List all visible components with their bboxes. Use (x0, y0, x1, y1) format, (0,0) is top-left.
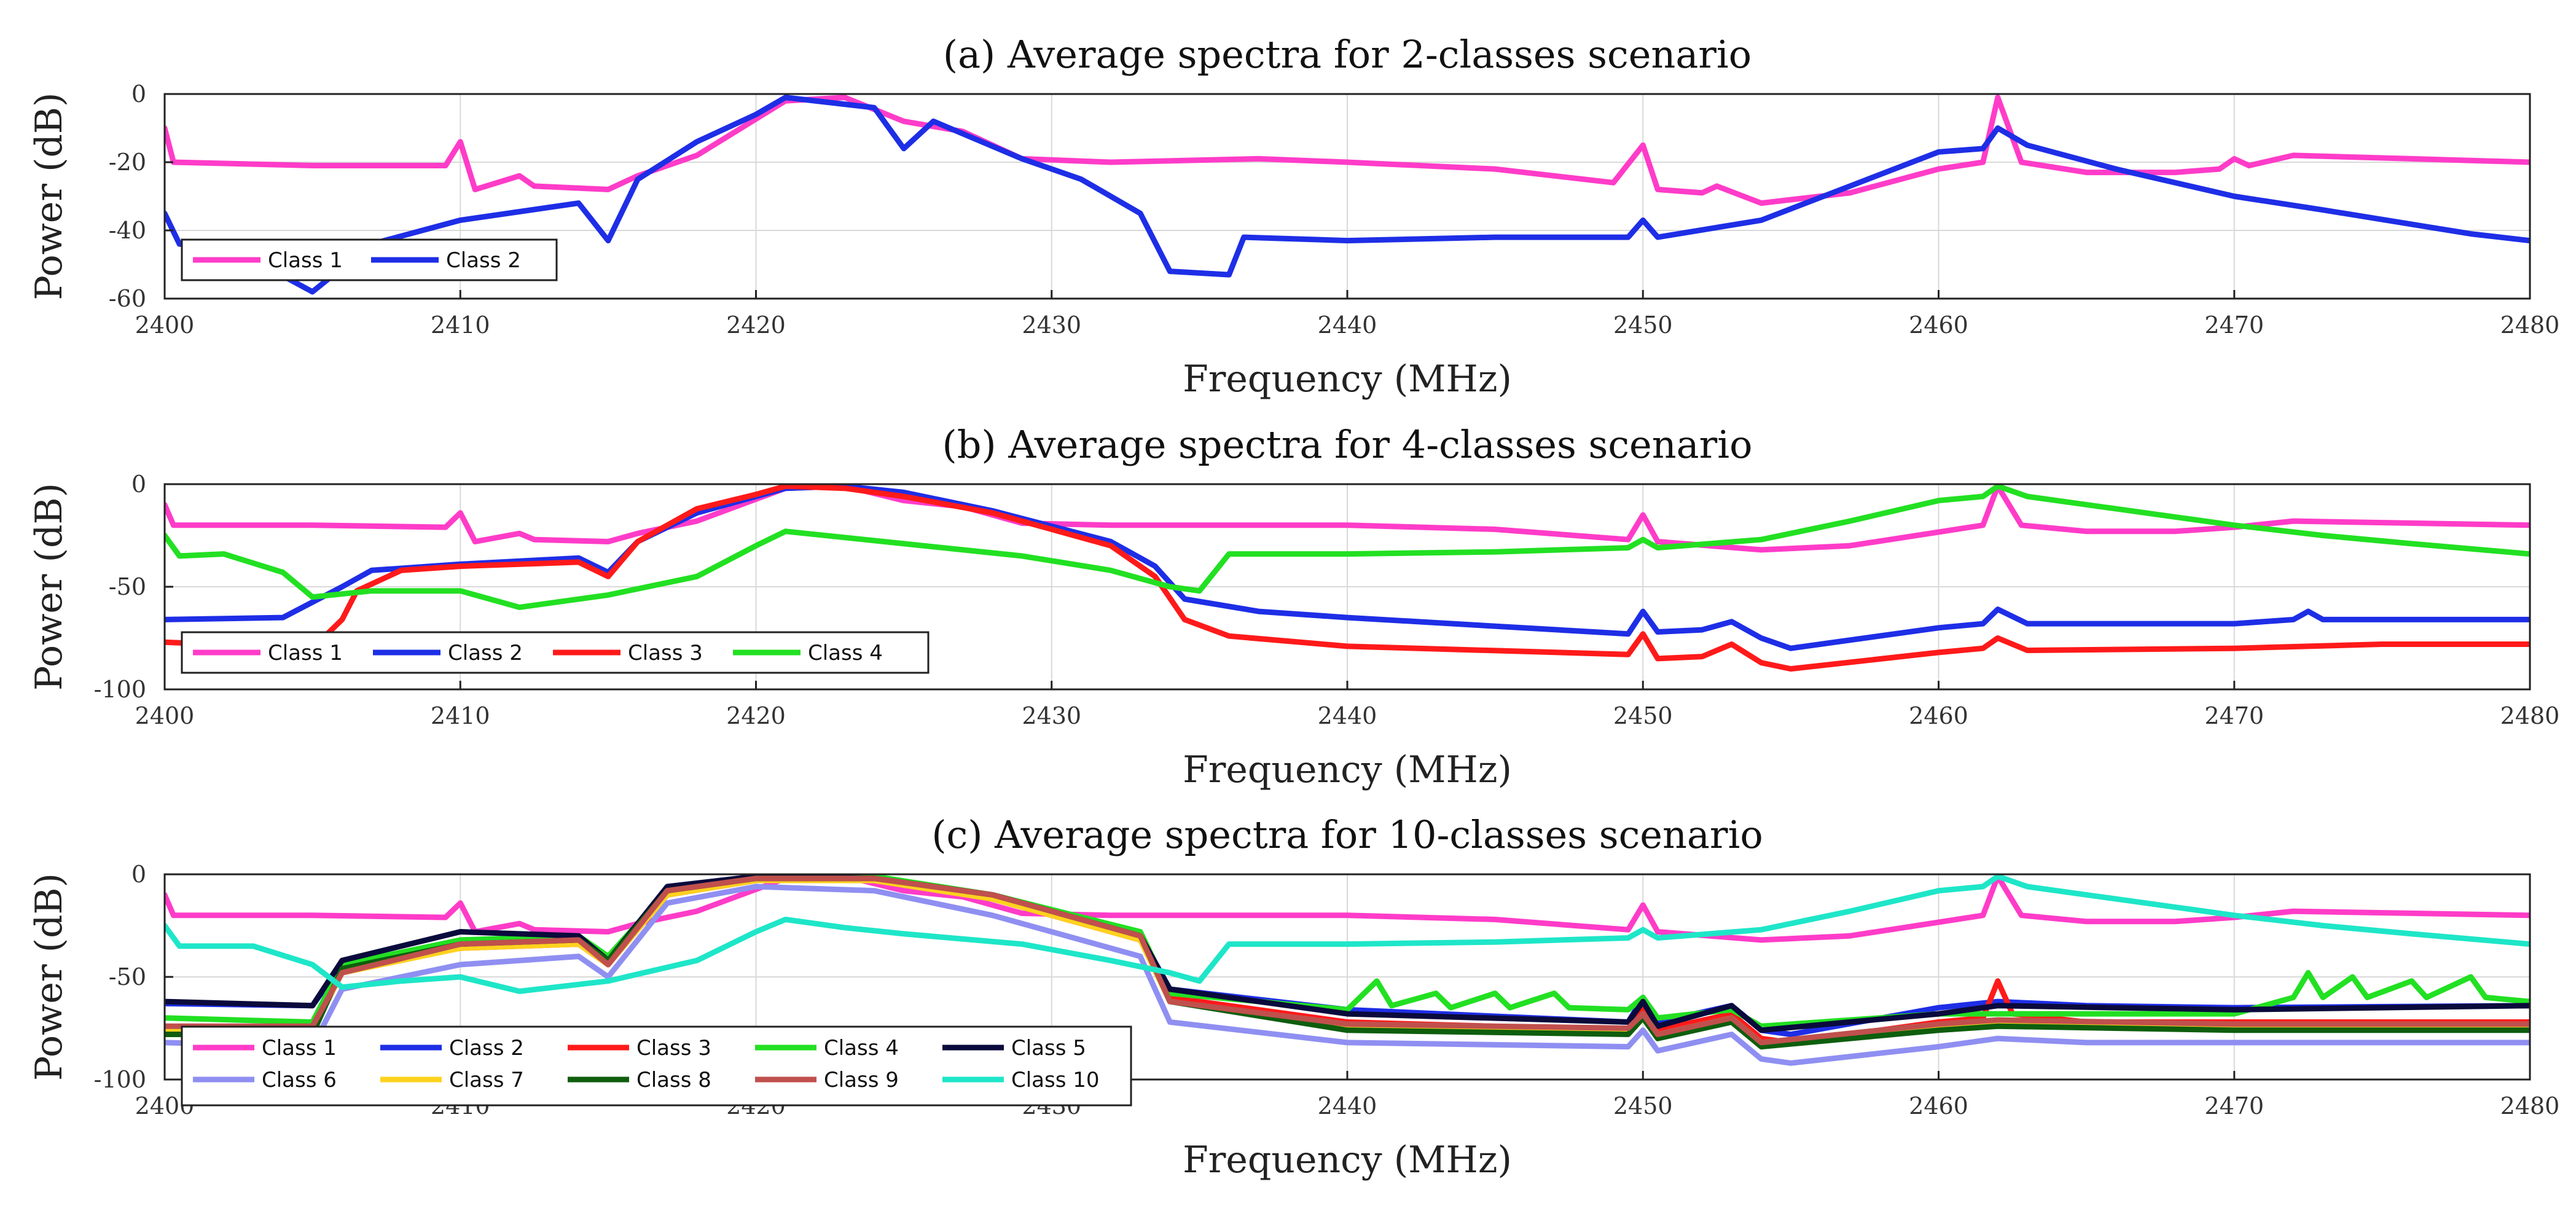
legend-label: Class 3 (628, 641, 703, 665)
series-line-class-2 (165, 483, 2530, 651)
legend-label: Class 1 (268, 248, 343, 273)
x-tick-label: 2470 (2204, 312, 2264, 339)
series-line-class-6 (165, 884, 2530, 1066)
series-group (165, 95, 2530, 295)
x-tick-label: 2400 (135, 702, 195, 729)
x-tick-label: 2460 (1909, 702, 1968, 729)
y-tick-label: 0 (131, 861, 146, 888)
series-line-class-10 (165, 873, 2530, 994)
x-tick-label: 2480 (2500, 312, 2560, 339)
x-tick-label: 2470 (2204, 702, 2264, 729)
x-tick-label: 2410 (431, 312, 490, 339)
legend-label: Class 8 (636, 1068, 711, 1092)
legend-label: Class 7 (449, 1068, 524, 1092)
chart-title: (c) Average spectra for 10-classes scena… (931, 812, 1763, 857)
y-axis-label: Power (dB) (28, 483, 71, 691)
x-axis-label: Frequency (MHz) (1183, 358, 1512, 401)
y-tick-label: -40 (109, 217, 146, 244)
legend-label: Class 10 (1011, 1068, 1100, 1092)
x-axis-label: Frequency (MHz) (1183, 748, 1512, 791)
x-tick-label: 2450 (1613, 312, 1673, 339)
x-tick-label: 2440 (1318, 312, 1377, 339)
y-tick-label: 0 (131, 471, 146, 498)
series-line-class-2 (165, 95, 2530, 295)
legend-label: Class 9 (824, 1068, 899, 1092)
legend-label: Class 1 (262, 1036, 337, 1060)
legend-label: Class 3 (636, 1036, 711, 1060)
legend-label: Class 6 (262, 1068, 337, 1092)
x-tick-label: 2450 (1613, 702, 1673, 729)
legend-label: Class 4 (824, 1036, 899, 1060)
y-tick-label: -50 (109, 963, 146, 990)
x-tick-label: 2440 (1318, 1092, 1377, 1119)
chart-panel-1: 2400 2410 2420 2430 2440 2450 2460 2470 2480 0 -20… (28, 32, 2559, 401)
y-tick-label: -60 (109, 285, 146, 312)
legend-label: Class 5 (1011, 1036, 1086, 1060)
legend-label: Class 2 (446, 248, 521, 273)
chart-title: (b) Average spectra for 4-classes scenar… (942, 422, 1753, 467)
chart-title: (a) Average spectra for 2-classes scenar… (943, 32, 1752, 77)
x-tick-label: 2450 (1613, 1092, 1673, 1119)
x-tick-label: 2410 (431, 702, 490, 729)
legend-box (181, 1025, 1132, 1107)
x-tick-label: 2460 (1909, 312, 1968, 339)
x-tick-label: 2400 (135, 312, 195, 339)
legend-label: Class 2 (449, 1036, 524, 1060)
legend: Class 1 Class 2 Class 3 Class 4 Class 5 Class… (181, 1025, 1132, 1107)
x-tick-label: 2480 (2500, 702, 2560, 729)
y-tick-label: 0 (131, 80, 146, 108)
series-group (165, 483, 2530, 672)
x-tick-label: 2420 (726, 312, 786, 339)
series-group (165, 873, 2530, 1066)
y-tick-label: -100 (94, 1066, 146, 1093)
x-tick-label: 2420 (726, 702, 786, 729)
x-tick-label: 2430 (1022, 312, 1081, 339)
y-tick-label: -50 (109, 573, 146, 600)
y-axis-label: Power (dB) (28, 93, 71, 300)
y-tick-label: -100 (94, 676, 146, 703)
x-tick-label: 2470 (2204, 1092, 2264, 1119)
y-axis-label: Power (dB) (28, 873, 71, 1081)
x-axis-label: Frequency (MHz) (1183, 1138, 1512, 1182)
chart-panel-3: 2400241024202430244024502460247024800-50… (28, 812, 2559, 1182)
legend-label: Class 4 (808, 641, 883, 665)
y-tick-label: -20 (109, 149, 146, 176)
x-tick-label: 2480 (2500, 1092, 2560, 1119)
series-line-class-3 (165, 483, 2530, 672)
series-line-class-1 (165, 483, 2530, 553)
legend: Class 1 Class 2 Class 3 Class 4 (181, 631, 930, 674)
legend-label: Class 2 (448, 641, 523, 665)
legend: Class 1 Class 2 (181, 238, 558, 281)
series-line-class-4 (165, 483, 2530, 610)
x-tick-label: 2460 (1909, 1092, 1968, 1119)
chart-panel-2: 2400 2410 2420 2430 2440 2450 2460 2470 2480 0 -50… (28, 422, 2559, 791)
legend-label: Class 1 (268, 641, 343, 665)
x-tick-label: 2440 (1318, 702, 1377, 729)
x-tick-label: 2430 (1022, 702, 1081, 729)
